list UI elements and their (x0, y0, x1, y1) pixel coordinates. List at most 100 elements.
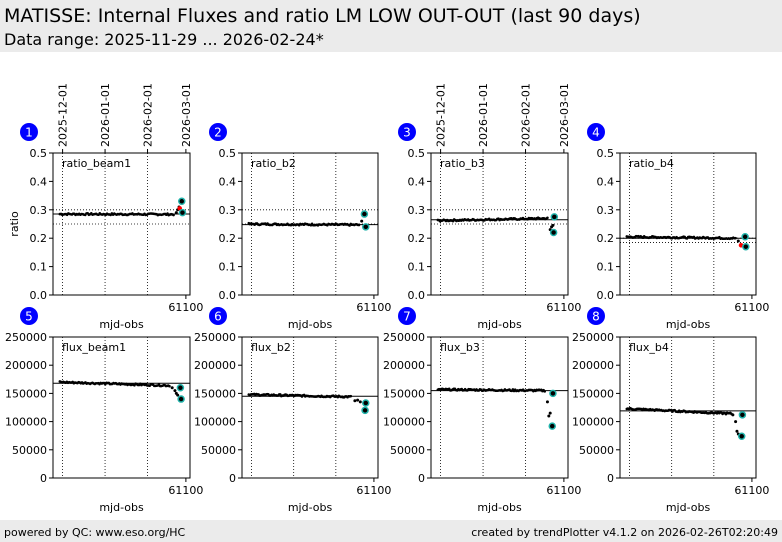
y-tick-label: 100000 (383, 416, 425, 429)
footer-powered-by: powered by QC: www.eso.org/HC (4, 526, 186, 539)
y-tick-label: 0.5 (219, 147, 237, 160)
y-tick-label: 0.5 (30, 147, 48, 160)
data-range-subtitle: Data range: 2025-11-29 ... 2026-02-24* (4, 30, 324, 49)
y-tick-label: 0 (607, 472, 614, 485)
latest-point (741, 233, 749, 241)
x-axis-label: mjd-obs (288, 501, 333, 514)
y-tick-label: 0.4 (30, 175, 48, 188)
y-tick-label: 200000 (572, 359, 614, 372)
axes-frame (619, 336, 757, 479)
y-tick-label: 0.5 (597, 147, 615, 160)
panel-number: 4 (592, 126, 600, 140)
y-axis-label: ratio (8, 211, 21, 237)
x-tick-label: 61100 (734, 301, 769, 314)
y-tick-label: 50000 (390, 444, 425, 457)
panel-number-badge (20, 123, 38, 141)
header-bar: MATISSE: Internal Fluxes and ratio LM LO… (0, 0, 782, 52)
y-tick-label: 0.1 (30, 261, 48, 274)
panel-number-badge (20, 307, 38, 325)
latest-point (360, 210, 369, 218)
panel-label: flux_beam1 (62, 341, 126, 354)
panel-number-badge (587, 307, 605, 325)
panel-number-badge (209, 307, 227, 325)
y-tick-label: 0.1 (219, 261, 237, 274)
data-point (172, 213, 175, 217)
y-tick-label: 150000 (572, 387, 614, 400)
data-point (358, 400, 362, 404)
data-point (174, 211, 178, 215)
panel-number-badge (587, 123, 605, 141)
latest-point (361, 406, 369, 415)
y-tick-label: 100000 (194, 416, 236, 429)
data-point (551, 223, 555, 227)
axes-frame (52, 336, 191, 479)
y-tick-label: 0 (418, 472, 425, 485)
x-axis-label: mjd-obs (288, 318, 333, 331)
y-tick-label: 200000 (383, 359, 425, 372)
y-tick-label: 0.4 (597, 175, 615, 188)
y-tick-label: 100000 (572, 416, 614, 429)
y-tick-label: 0.2 (597, 232, 615, 245)
data-point (547, 414, 551, 418)
panel-label: ratio_b3 (440, 157, 485, 170)
panel-label: ratio_b2 (251, 157, 296, 170)
y-tick-label: 0.2 (219, 232, 237, 245)
y-tick-label: 50000 (579, 444, 614, 457)
y-tick-label: 0.4 (408, 175, 426, 188)
axes-frame (52, 152, 191, 296)
y-tick-label: 50000 (12, 444, 47, 457)
y-tick-label: 0.3 (597, 204, 615, 217)
x-axis-label: mjd-obs (477, 501, 522, 514)
x-axis-label: mjd-obs (666, 501, 711, 514)
data-point (546, 216, 549, 220)
y-tick-label: 0.0 (219, 289, 237, 302)
panel-number: 2 (214, 126, 222, 140)
data-point (356, 398, 360, 402)
data-point (545, 400, 549, 404)
latest-point (742, 242, 750, 251)
y-tick-label: 0.1 (597, 261, 615, 274)
date-tick-label: 2025-12-01 (435, 83, 448, 147)
data-point (349, 394, 353, 398)
y-tick-label: 0.1 (408, 261, 426, 274)
y-tick-label: 0.3 (219, 204, 237, 217)
footer-bar: powered by QC: www.eso.org/HC created by… (0, 520, 782, 542)
latest-point (362, 399, 370, 407)
y-tick-label: 50000 (201, 444, 236, 457)
y-tick-label: 150000 (5, 387, 47, 400)
date-tick-label: 2025-12-01 (57, 83, 70, 147)
data-point (734, 236, 737, 240)
x-tick-label: 61100 (168, 301, 203, 314)
y-tick-label: 150000 (383, 387, 425, 400)
x-tick-label: 61100 (168, 484, 203, 497)
data-point (548, 411, 552, 415)
axes-frame (619, 152, 757, 296)
panel-number: 1 (25, 126, 33, 140)
x-axis-label: mjd-obs (99, 318, 144, 331)
y-tick-label: 0.4 (219, 175, 237, 188)
y-tick-label: 0.3 (30, 204, 48, 217)
axes-frame (241, 336, 379, 479)
latest-point (178, 197, 186, 206)
panel-label: flux_b2 (251, 341, 291, 354)
panel-label: flux_b4 (629, 341, 669, 354)
y-tick-label: 0.3 (408, 204, 426, 217)
latest-point (549, 228, 558, 237)
panel-number: 5 (25, 310, 33, 324)
y-tick-label: 250000 (383, 331, 425, 344)
latest-point (550, 213, 559, 221)
panel-label: flux_b3 (440, 341, 480, 354)
data-point (357, 223, 361, 227)
x-tick-label: 61100 (356, 484, 391, 497)
y-tick-label: 250000 (5, 331, 47, 344)
x-tick-label: 61100 (546, 484, 581, 497)
y-tick-label: 0.2 (408, 232, 426, 245)
latest-point (177, 395, 185, 403)
data-point (736, 239, 740, 243)
latest-point (737, 432, 746, 441)
y-tick-label: 0.0 (597, 289, 615, 302)
data-point (176, 393, 180, 397)
latest-point (549, 389, 557, 398)
data-point (543, 390, 547, 393)
